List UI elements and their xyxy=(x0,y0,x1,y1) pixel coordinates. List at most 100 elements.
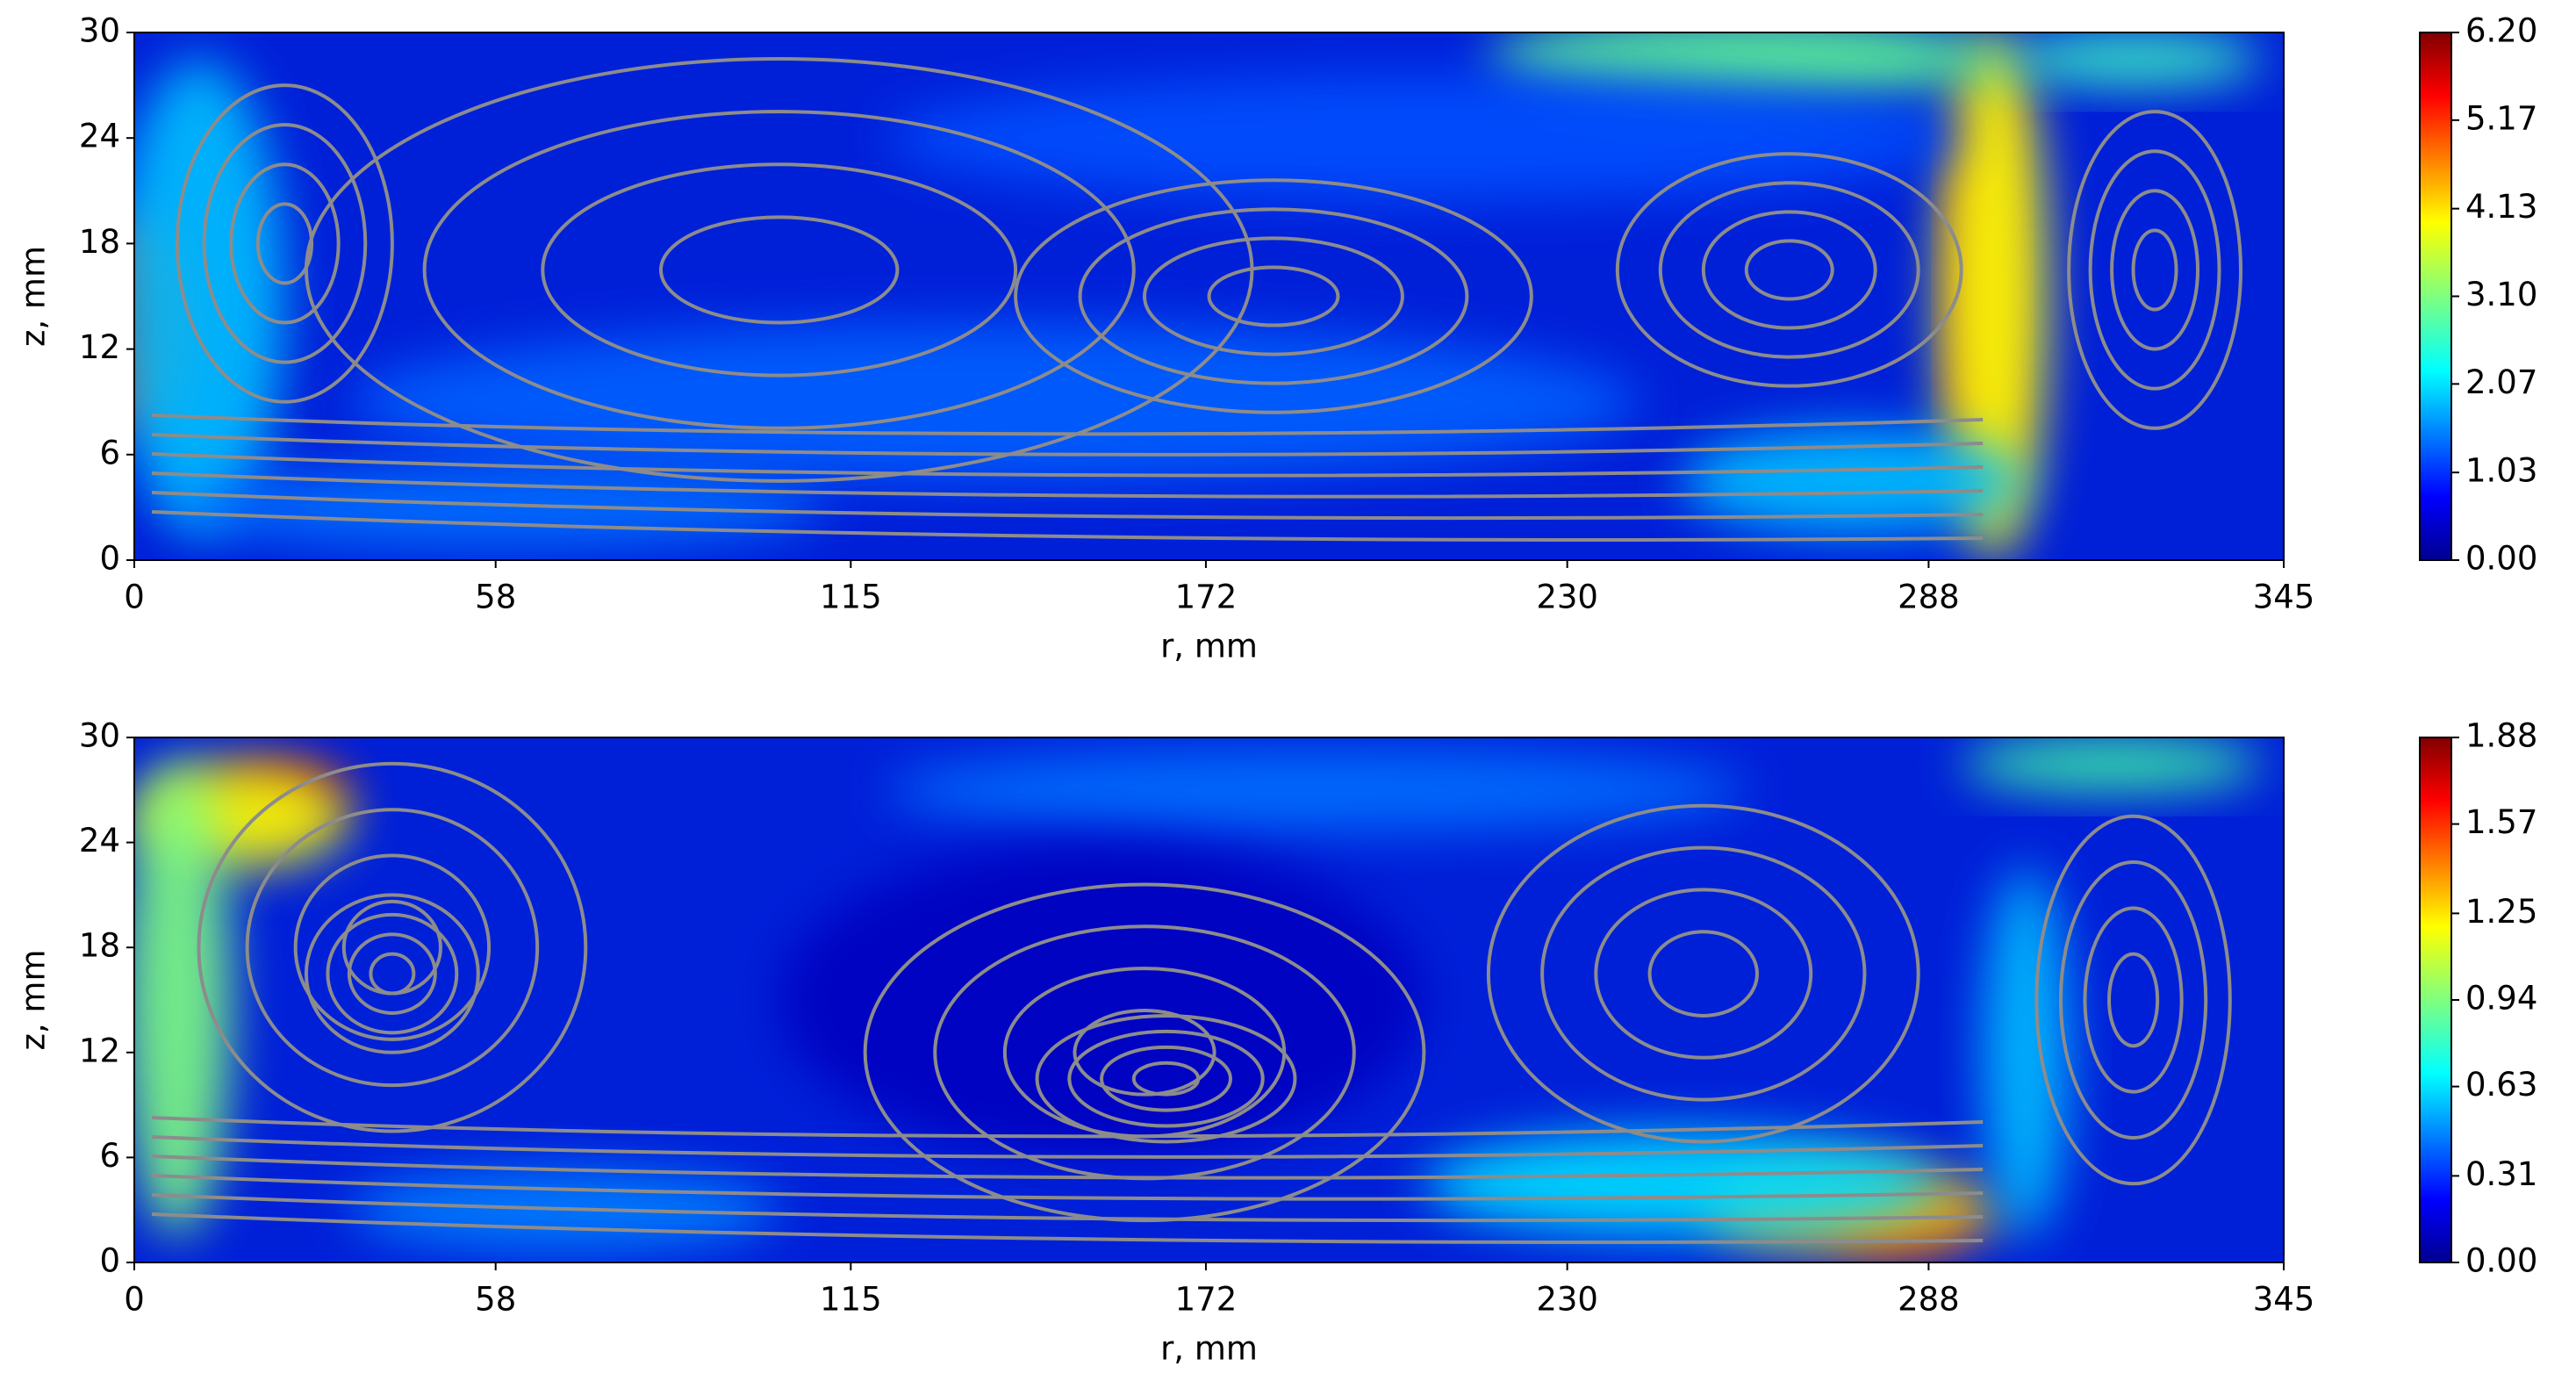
colorbar-tick-label: 5.17 xyxy=(2465,99,2537,137)
colorbar-tick-label: 0.63 xyxy=(2465,1066,2537,1104)
streamline xyxy=(659,215,900,325)
x-tick-label: 58 xyxy=(475,579,516,616)
colorbar-tick-label: 0.00 xyxy=(2465,540,2537,578)
streamline xyxy=(151,1193,1984,1223)
x-tick-label: 115 xyxy=(820,579,882,616)
streamline xyxy=(1014,178,1533,414)
field-hotspot xyxy=(1961,737,2263,790)
streamline xyxy=(1143,236,1404,356)
y-tick-label: 0 xyxy=(99,1242,120,1280)
colorbar-tick-label: 3.10 xyxy=(2465,276,2537,313)
field-hotspot xyxy=(1940,32,2048,560)
streamline xyxy=(151,1135,1984,1159)
streamline xyxy=(1594,888,1813,1060)
field-hotspot xyxy=(886,75,1962,202)
y-tick-label: 18 xyxy=(79,223,120,261)
streamline xyxy=(2088,149,2221,391)
streamline xyxy=(326,912,459,1035)
streamline xyxy=(2067,110,2243,430)
streamline xyxy=(151,1154,1984,1180)
x-tick-label: 230 xyxy=(1536,1281,1598,1319)
streamline xyxy=(422,110,1136,430)
streamline xyxy=(175,83,394,404)
field-hotspot xyxy=(779,842,1424,1158)
contour-field xyxy=(134,737,2284,1262)
x-tick-label: 288 xyxy=(1898,1281,1960,1319)
y-tick-label: 6 xyxy=(99,434,120,471)
field-hotspot xyxy=(886,747,1747,832)
y-tick-label: 6 xyxy=(99,1137,120,1175)
x-tick-label: 345 xyxy=(2253,1281,2315,1319)
streamline xyxy=(2131,228,2178,312)
contour-field xyxy=(134,32,2284,560)
plot-frame xyxy=(133,32,2285,561)
x-tick-label: 172 xyxy=(1175,1281,1238,1319)
streamline xyxy=(2034,814,2232,1186)
colorbar-tick-label: 1.25 xyxy=(2465,893,2537,931)
streamline xyxy=(151,1212,1984,1244)
streamline xyxy=(1035,1013,1297,1144)
x-axis-label: r, mm xyxy=(1160,1330,1258,1368)
y-axis-label: z, mm xyxy=(15,949,53,1050)
x-tick-label: 288 xyxy=(1898,579,1960,616)
streamline xyxy=(1078,207,1469,385)
streamline xyxy=(1067,1029,1265,1128)
colorbar-tick-label: 1.57 xyxy=(2465,803,2537,841)
streamline xyxy=(1658,181,1920,359)
colorbar-tick-label: 1.03 xyxy=(2465,452,2537,490)
streamline xyxy=(347,932,437,1015)
x-tick-label: 172 xyxy=(1175,579,1238,616)
streamline xyxy=(2110,189,2200,351)
streamline xyxy=(1100,1045,1232,1112)
y-axis-label: z, mm xyxy=(15,246,53,347)
streamline xyxy=(1615,152,1963,388)
streamline xyxy=(197,761,588,1133)
colorbar xyxy=(2419,737,2452,1263)
streamline xyxy=(1207,265,1340,327)
streamline xyxy=(1131,1061,1201,1097)
streamline xyxy=(541,162,1018,378)
field-hotspot xyxy=(2004,32,2263,86)
colorbar-tick-label: 2.07 xyxy=(2465,363,2537,401)
colorbar-tick-label: 6.20 xyxy=(2465,12,2537,50)
y-tick-label: 24 xyxy=(79,118,120,155)
field-hotspot xyxy=(1983,868,2070,1237)
streamline xyxy=(151,433,1984,457)
streamline xyxy=(304,57,1254,483)
streamline xyxy=(369,952,416,996)
y-tick-label: 12 xyxy=(79,328,120,366)
y-tick-label: 24 xyxy=(79,822,120,859)
colorbar-tick-label: 4.13 xyxy=(2465,188,2537,226)
x-tick-label: 345 xyxy=(2253,579,2315,616)
colorbar-tick-label: 0.00 xyxy=(2465,1242,2537,1280)
colorbar-tick-label: 1.88 xyxy=(2465,717,2537,755)
streamline xyxy=(1073,1008,1216,1097)
streamline xyxy=(1647,930,1759,1018)
field-hotspot xyxy=(134,763,232,1237)
x-axis-label: r, mm xyxy=(1160,628,1258,665)
streamline xyxy=(151,452,1984,478)
streamline xyxy=(151,1174,1984,1201)
colorbar-tick-label: 0.31 xyxy=(2465,1155,2537,1193)
y-tick-label: 30 xyxy=(79,12,120,50)
field-hotspot xyxy=(1682,428,2027,534)
streamline xyxy=(245,808,540,1088)
streamline xyxy=(2083,906,2184,1094)
x-tick-label: 115 xyxy=(820,1281,882,1319)
streamline xyxy=(1540,845,1867,1102)
streamline xyxy=(1701,210,1877,330)
streamline xyxy=(2058,860,2208,1140)
streamline xyxy=(2107,952,2160,1048)
x-tick-label: 0 xyxy=(124,579,145,616)
y-tick-label: 30 xyxy=(79,717,120,755)
streamline xyxy=(151,491,1984,521)
streamline xyxy=(1486,803,1920,1144)
colorbar xyxy=(2419,32,2452,561)
colorbar-tick-label: 0.94 xyxy=(2465,980,2537,1018)
streamline xyxy=(293,853,492,1041)
streamline xyxy=(151,1116,1984,1139)
x-tick-label: 58 xyxy=(475,1281,516,1319)
streamline xyxy=(304,893,480,1054)
streamline xyxy=(151,414,1984,436)
